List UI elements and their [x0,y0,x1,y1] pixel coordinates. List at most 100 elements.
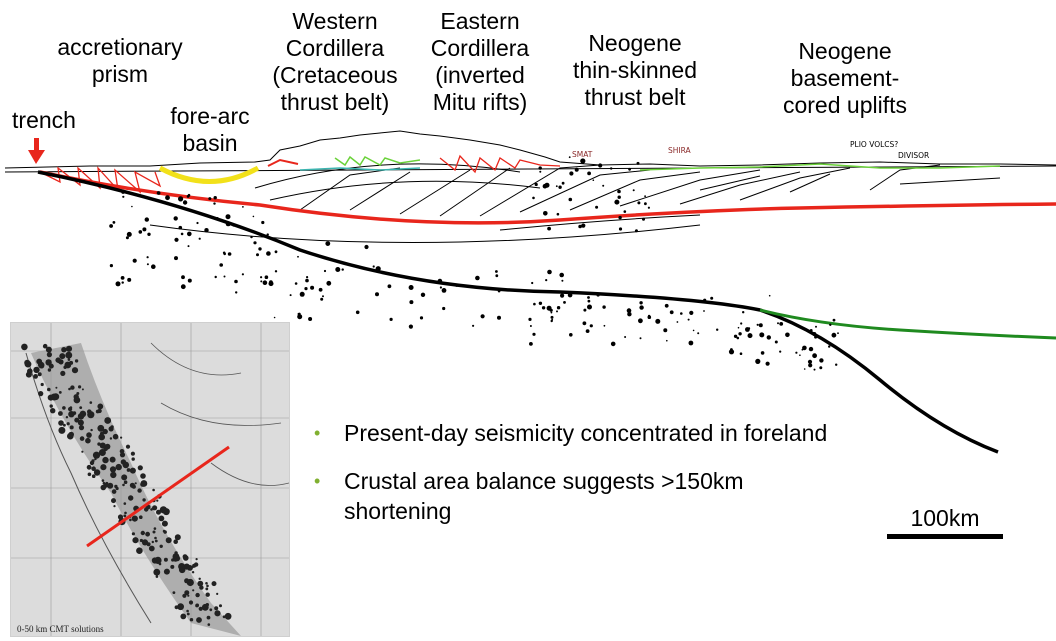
focal-mechanism [47,368,52,372]
focal-mechanism [121,474,128,481]
focal-mechanism [21,343,28,351]
seismic-event [144,217,149,222]
seismic-event [304,287,308,291]
focal-mechanism [159,544,163,548]
focal-mechanism [33,366,40,374]
seismic-event [532,196,535,200]
focal-mechanism [207,623,211,626]
seismic-event [636,161,640,165]
focal-mechanism [219,604,222,608]
seismic-event [624,336,627,338]
scale-bar: 100km [887,505,1003,539]
focal-mechanism [191,571,195,574]
focal-mechanism [91,459,95,463]
label-fore-arc-basin: fore-arc basin [170,103,250,156]
focal-mechanism [206,615,211,620]
seismic-event [242,206,244,208]
focal-mechanism [214,610,221,617]
focal-mechanism [40,382,44,387]
seismic-event [598,163,603,168]
focal-mechanism [136,547,143,554]
seismic-event [582,321,587,326]
seismic-event [187,231,192,237]
seismic-event [125,236,129,240]
focal-mechanism [58,391,62,394]
focal-mechanism [139,515,143,519]
focal-mechanism [68,387,71,391]
seismic-event [628,167,631,171]
seismic-event [264,275,269,280]
seismic-event [180,284,186,290]
seismic-event [223,275,226,278]
seismic-event [602,184,605,187]
seismic-event [120,276,125,280]
focal-mechanism [68,407,73,412]
label-trench: trench [12,107,76,133]
seismic-event [419,316,424,320]
seismic-event [121,190,125,194]
focal-mechanism [50,393,58,401]
focal-mechanism [137,488,142,493]
focal-mechanism [110,471,117,479]
focal-mechanism [125,444,131,449]
focal-mechanism [128,495,134,501]
seismic-event [759,332,765,338]
inset-caption: 0-50 km CMT solutions [17,624,104,634]
seismic-event [647,206,651,209]
seismic-event [561,181,565,185]
seismic-event [589,324,593,328]
seismic-event [617,189,621,194]
seismic-event [642,217,645,221]
seismic-event [472,324,475,327]
focal-mechanism [180,613,187,620]
sea-level-line [4,165,1056,173]
seismic-event [260,280,263,283]
seismic-event [728,349,735,355]
focal-mechanism [123,502,127,505]
focal-mechanism [119,452,126,458]
focal-mechanism [102,428,108,435]
seismic-event [131,205,133,208]
seismic-event [835,363,838,366]
seismic-event [541,306,546,310]
seismic-event [703,298,707,302]
inset-river-lines [150,342,289,486]
seismic-event [639,337,642,340]
seismic-event [807,359,813,364]
seismic-event [799,354,801,357]
seismic-event [567,292,573,298]
thrust-faults [149,163,1001,243]
focal-mechanism [198,577,201,580]
seismicity-events [109,156,839,371]
seismic-event [186,195,190,198]
focal-mechanism [74,359,79,363]
seismic-event [747,333,753,339]
focal-mechanism [140,473,146,479]
seismic-event [543,211,548,216]
teal-unit [299,167,421,171]
focal-mechanism [196,617,202,623]
seismic-event [208,197,212,201]
bullet-text: Crustal area balance suggests >150km sho… [344,468,744,524]
seismic-event [475,275,480,281]
seismic-event [187,278,192,283]
label-accretionary-prism: accretionary prism [57,34,183,87]
seismic-event [664,303,669,308]
inset-seismicity-map: 0-50 km CMT solutions [10,322,290,637]
focal-mechanism [49,404,53,408]
focal-mechanism [109,456,116,463]
focal-mechanism [115,463,122,471]
seismic-event [736,336,740,340]
seismic-event [216,217,219,220]
seismic-event [126,231,132,237]
seismic-event [560,293,565,298]
seismic-event [297,255,299,258]
focal-mechanism [199,585,204,590]
focal-mechanism [195,592,200,598]
seismic-event [204,228,209,233]
seismic-event [546,305,552,311]
focal-mechanism [140,481,146,487]
focal-mechanism [24,360,32,368]
seismic-event [587,171,591,176]
focal-mechanism [87,409,92,414]
